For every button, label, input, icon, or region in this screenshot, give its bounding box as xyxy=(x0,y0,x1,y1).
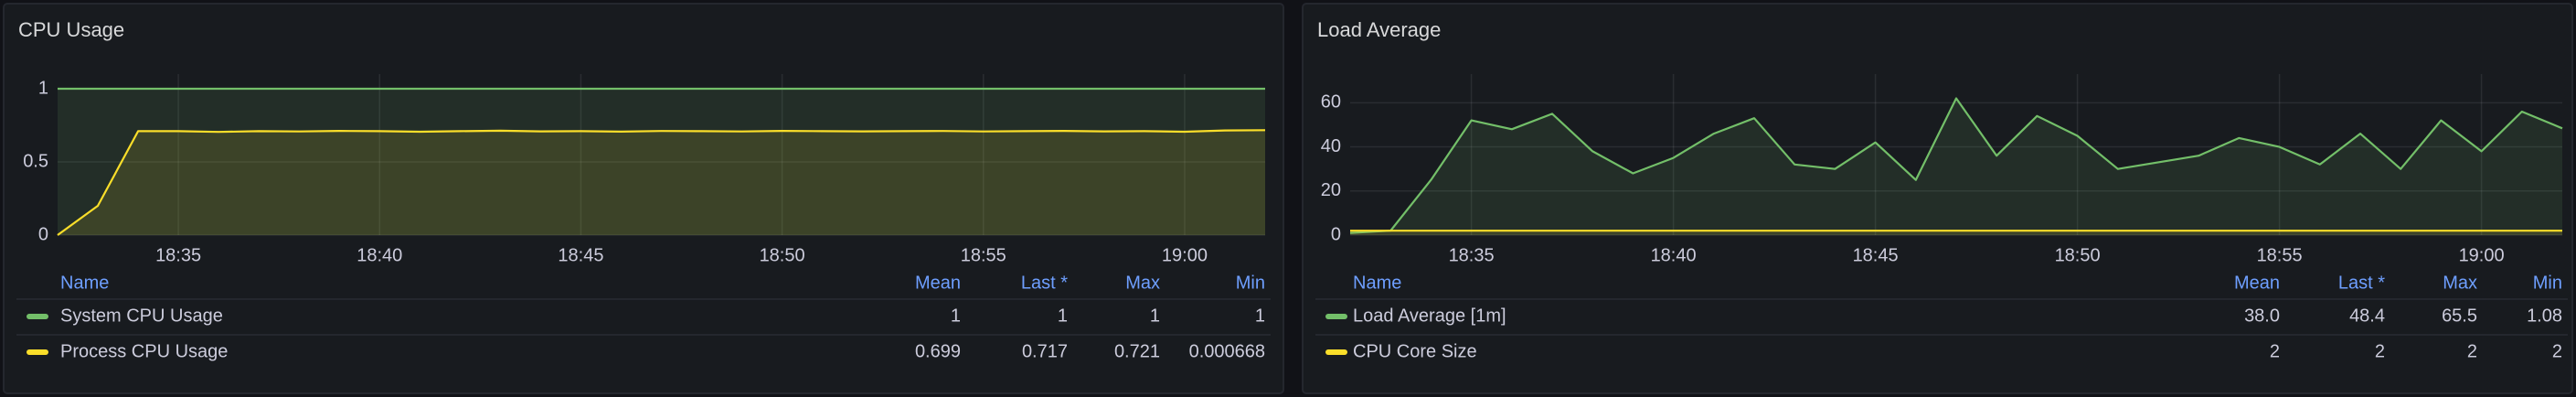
legend-header: Mean xyxy=(2234,273,2280,293)
legend-stat: 1 xyxy=(1255,306,1265,326)
x-tick-label: 18:55 xyxy=(2257,245,2303,265)
legend-stat: 0.721 xyxy=(1114,341,1160,361)
x-tick-label: 18:50 xyxy=(760,245,805,265)
legend-stat: 1 xyxy=(1150,306,1160,326)
legend-name: Process CPU Usage xyxy=(60,341,228,361)
series-line xyxy=(1349,97,2563,234)
y-tick-label: 1 xyxy=(38,78,48,98)
legend-header: Name xyxy=(1353,273,1401,293)
y-tick-label: 0 xyxy=(1331,224,1341,244)
x-tick-label: 19:00 xyxy=(1162,245,1208,265)
panel: Load Average 0 20 40 60 18:35 18:40 18:45 18:50 1… xyxy=(1302,3,2573,394)
legend-stat: 1 xyxy=(951,306,961,326)
legend-header: Mean xyxy=(915,273,961,293)
legend-header: Min xyxy=(2533,273,2562,293)
legend-name: System CPU Usage xyxy=(60,306,223,326)
y-tick-label: 20 xyxy=(1321,180,1341,200)
legend-stat: 48.4 xyxy=(2349,306,2385,326)
x-tick-label: 18:35 xyxy=(155,245,201,265)
legend-name: CPU Core Size xyxy=(1353,341,1477,361)
series-area xyxy=(1350,231,2562,235)
series-line xyxy=(57,129,1266,236)
panel-frame xyxy=(1302,3,2573,394)
y-tick-label: 0 xyxy=(38,224,48,244)
x-tick-label: 18:45 xyxy=(1853,245,1899,265)
panel: CPU Usage 0 0.5 1 18:35 18:40 18:45 18:50 18:55 1… xyxy=(3,3,1284,394)
panel-title: CPU Usage xyxy=(18,18,124,41)
legend-header: Last * xyxy=(2338,273,2385,293)
legend-name: Load Average [1m] xyxy=(1353,306,1506,326)
legend-stat: 1 xyxy=(1058,306,1068,326)
y-tick-label: 60 xyxy=(1321,92,1341,113)
series-area xyxy=(1350,98,2562,235)
x-tick-label: 19:00 xyxy=(2459,245,2505,265)
legend-stat: 1.08 xyxy=(2527,306,2562,326)
legend-stat: 0.717 xyxy=(1022,341,1068,361)
legend-header: Last * xyxy=(1021,273,1068,293)
x-tick-label: 18:55 xyxy=(961,245,1006,265)
x-tick-label: 18:40 xyxy=(1651,245,1697,265)
legend-header: Max xyxy=(2443,273,2477,293)
legend-stat: 0.000668 xyxy=(1189,341,1265,361)
legend-stat: 0.699 xyxy=(915,341,961,361)
x-tick-label: 18:45 xyxy=(558,245,603,265)
legend-stat: 38.0 xyxy=(2244,306,2280,326)
legend-stat: 2 xyxy=(2270,341,2280,361)
x-tick-label: 18:50 xyxy=(2055,245,2101,265)
x-tick-label: 18:35 xyxy=(1449,245,1495,265)
legend-stat: 2 xyxy=(2467,341,2477,361)
y-tick-label: 0.5 xyxy=(23,151,48,171)
x-tick-label: 18:40 xyxy=(357,245,402,265)
panel-title: Load Average xyxy=(1317,18,1441,41)
legend-header: Max xyxy=(1125,273,1160,293)
legend-header: Name xyxy=(60,273,109,293)
legend-header: Min xyxy=(1236,273,1265,293)
series-area xyxy=(58,130,1265,235)
legend-stat: 2 xyxy=(2552,341,2562,361)
panel-frame xyxy=(3,3,1284,394)
series-area xyxy=(58,89,1265,235)
y-tick-label: 40 xyxy=(1321,136,1341,156)
legend-stat: 2 xyxy=(2375,341,2385,361)
legend-stat: 65.5 xyxy=(2442,306,2477,326)
